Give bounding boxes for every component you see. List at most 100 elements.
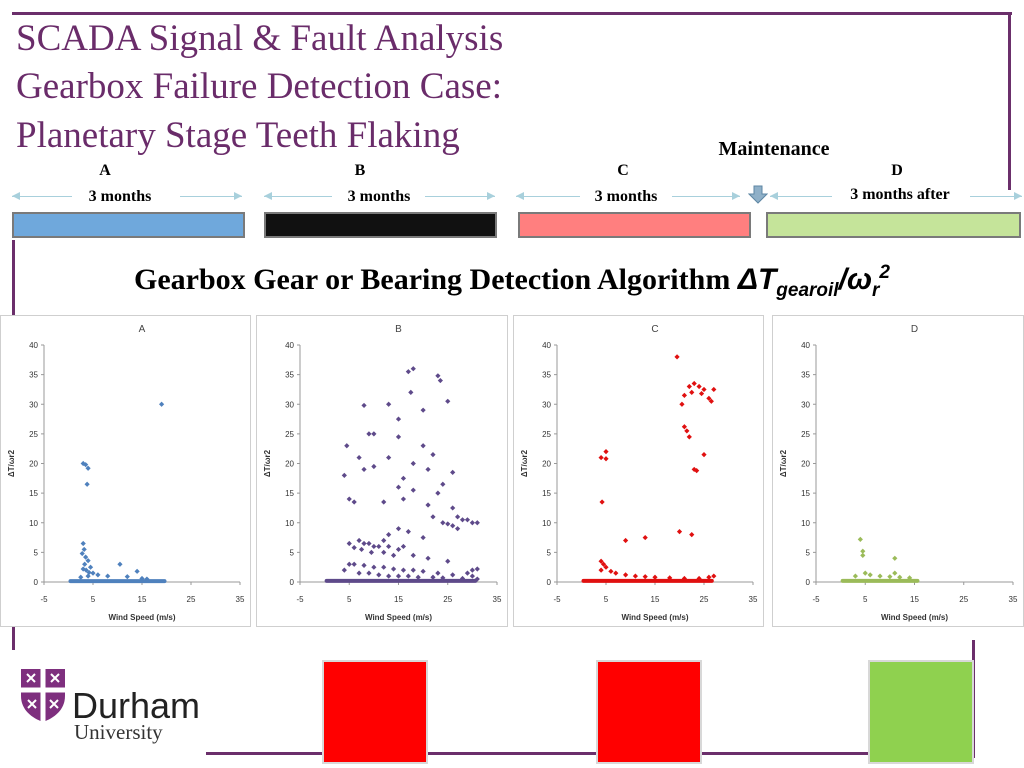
data-point	[450, 469, 456, 475]
x-tick-label: 25	[700, 595, 709, 604]
chart-panel-b: B 0 5 10 15 20 25 30 35 40 -5 5 15 25 35 Wind Speed (m/…	[256, 315, 508, 627]
y-tick-label: 40	[801, 341, 810, 350]
y-axis-label: ΔT/ωr2	[263, 449, 272, 477]
data-point	[410, 366, 416, 372]
data-point	[400, 567, 407, 573]
data-point	[474, 566, 480, 572]
data-point	[83, 462, 89, 468]
data-point	[681, 424, 687, 430]
data-point	[623, 572, 629, 578]
arrow-b-right	[425, 192, 495, 200]
data-point	[608, 568, 614, 574]
data-point	[599, 499, 605, 505]
data-point	[80, 540, 86, 547]
data-point	[632, 573, 638, 579]
y-tick-label: 20	[285, 460, 294, 469]
data-point	[341, 567, 347, 573]
data-point	[860, 552, 866, 558]
phase-d-duration: 3 months after	[850, 186, 950, 203]
y-tick-label: 15	[542, 489, 551, 498]
durham-crest-icon	[21, 669, 65, 722]
data-point	[386, 543, 392, 550]
data-point	[425, 502, 431, 508]
data-point	[90, 570, 96, 576]
x-tick-label: 25	[959, 595, 968, 604]
chart-panel-c: C 0 5 10 15 20 25 30 35 40 -5 5 15 25 35 Wind Speed (m/…	[513, 315, 764, 627]
frame-bottom	[206, 752, 974, 755]
phase-d-letter: D	[891, 162, 903, 179]
y-axis-label: ΔT/ωr2	[520, 449, 529, 477]
phase-b-bar	[264, 212, 497, 238]
data-point	[410, 552, 416, 558]
data-point	[681, 575, 687, 582]
arrow-a-right	[180, 192, 242, 200]
x-tick-label: 25	[443, 595, 452, 604]
data-point	[79, 550, 85, 557]
data-point	[686, 383, 692, 390]
data-point	[346, 496, 352, 502]
data-point	[405, 529, 411, 535]
data-point	[674, 354, 680, 360]
data-point	[395, 484, 402, 490]
data-point	[395, 526, 402, 532]
data-point	[464, 517, 471, 523]
data-point	[691, 380, 697, 387]
data-point	[652, 574, 658, 580]
data-point	[450, 572, 456, 578]
chart-title: C	[651, 324, 658, 335]
data-point	[371, 431, 377, 437]
data-point	[892, 555, 898, 561]
data-point	[395, 416, 402, 422]
y-tick-label: 25	[542, 430, 551, 439]
data-point	[361, 402, 367, 409]
y-tick-label: 40	[29, 341, 38, 350]
scatter-chart-b: B 0 5 10 15 20 25 30 35 40 -5 5 15 25 35 Wind Speed (m/…	[263, 324, 502, 622]
data-point	[676, 529, 683, 535]
slash-symbol: /	[838, 263, 847, 296]
arrow-b-left	[264, 192, 332, 200]
arrow-c-left	[516, 192, 580, 200]
data-point	[366, 431, 372, 437]
x-tick-label: 5	[604, 595, 609, 604]
frame-top	[12, 12, 1012, 15]
data-point	[83, 567, 89, 573]
data-point	[892, 570, 898, 576]
x-tick-label: -5	[296, 595, 304, 604]
status-square-b	[322, 660, 428, 764]
data-point	[356, 537, 362, 544]
data-point	[450, 505, 456, 511]
omega-symbol: ω	[846, 263, 872, 296]
data-point	[857, 536, 863, 542]
data-point	[371, 543, 377, 550]
data-point	[366, 570, 372, 576]
y-tick-label: 40	[285, 341, 294, 350]
data-point	[376, 543, 382, 550]
data-point	[400, 543, 407, 550]
data-point	[85, 465, 91, 471]
data-point	[346, 561, 352, 567]
data-point	[405, 369, 411, 375]
chart-panel-d: D 0 5 10 15 20 25 30 35 40 -5 5 15 25 35 Wind Speed (m/…	[772, 315, 1024, 627]
data-point	[459, 575, 466, 582]
y-tick-label: 0	[34, 578, 39, 587]
y-tick-label: 0	[547, 578, 552, 587]
data-point	[440, 575, 446, 581]
data-point	[78, 574, 84, 580]
data-point	[395, 573, 402, 579]
phase-d-bar	[766, 212, 1021, 238]
y-tick-label: 25	[801, 430, 810, 439]
data-point	[877, 573, 883, 579]
scatter-chart-a: A 0 5 10 15 20 25 30 35 40 -5 5 15 25 35 Wind Speed (m/…	[7, 324, 245, 622]
x-tick-label: -5	[812, 595, 820, 604]
data-point	[361, 562, 367, 569]
data-point	[159, 401, 165, 407]
data-point	[386, 401, 392, 407]
x-axis-label: Wind Speed (m/s)	[108, 613, 175, 622]
data-point	[361, 540, 367, 547]
data-point	[603, 449, 609, 455]
data-point	[598, 454, 604, 461]
data-point	[469, 573, 475, 579]
y-tick-label: 35	[285, 371, 294, 380]
data-point	[440, 520, 446, 526]
data-point	[356, 570, 362, 576]
